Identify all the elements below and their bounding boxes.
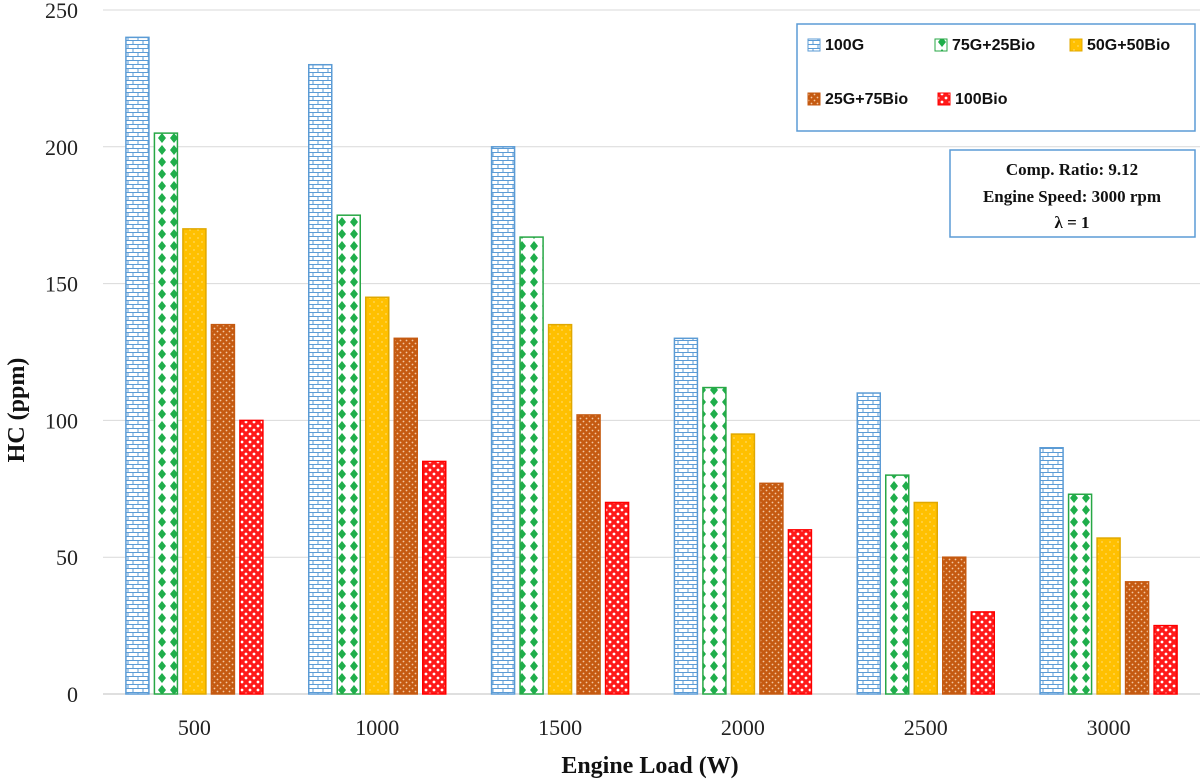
bar-100Bio-500 bbox=[239, 419, 264, 695]
y-tick-label: 150 bbox=[45, 272, 78, 297]
bar-25G+75Bio-3000 bbox=[1124, 581, 1150, 695]
legend-swatch-100Bio bbox=[937, 92, 951, 106]
y-tick-label: 0 bbox=[67, 682, 78, 707]
x-axis-title: Engine Load (W) bbox=[561, 753, 738, 779]
x-tick-label: 1500 bbox=[538, 715, 582, 740]
x-tick-label: 500 bbox=[178, 715, 211, 740]
bar-100G-1500 bbox=[490, 146, 516, 695]
bar-100Bio-3000 bbox=[1153, 624, 1178, 695]
bar-100Bio-1500 bbox=[604, 501, 630, 695]
legend-label-50G+50Bio: 50G+50Bio bbox=[1087, 37, 1170, 54]
bar-75G+25Bio-500 bbox=[153, 132, 179, 695]
bar-75G+25Bio-2500 bbox=[885, 474, 910, 695]
bar-25G+75Bio-2500 bbox=[942, 556, 967, 695]
bar-50G+50Bio-1500 bbox=[547, 323, 573, 695]
bar-75G+25Bio-1000 bbox=[336, 214, 361, 695]
bar-50G+50Bio-2500 bbox=[913, 501, 938, 695]
bar-100Bio-2000 bbox=[787, 529, 813, 695]
bar-50G+50Bio-3000 bbox=[1096, 537, 1121, 695]
x-tick-label: 3000 bbox=[1087, 715, 1131, 740]
bars bbox=[125, 36, 1178, 695]
y-tick-label: 50 bbox=[56, 545, 78, 570]
gridlines bbox=[103, 9, 1200, 695]
legend-swatch-100G bbox=[807, 38, 821, 52]
bar-25G+75Bio-2000 bbox=[759, 482, 784, 695]
y-tick-label: 250 bbox=[45, 0, 78, 23]
legend-swatch-75G+25Bio bbox=[934, 38, 948, 52]
legend-label-100Bio: 100Bio bbox=[955, 91, 1008, 108]
legend-frame bbox=[796, 23, 1196, 132]
legend: 100G 75G+25Bio 50G+50Bio 25G+75Bio 100Bio bbox=[796, 23, 1196, 132]
bar-25G+75Bio-500 bbox=[210, 323, 236, 695]
bar-100G-1000 bbox=[308, 63, 333, 695]
x-tick-label: 2000 bbox=[721, 715, 765, 740]
bar-50G+50Bio-1000 bbox=[365, 296, 390, 695]
bar-100G-2500 bbox=[856, 392, 881, 695]
legend-label-100G: 100G bbox=[825, 37, 864, 54]
note-lambda: λ = 1 bbox=[1054, 213, 1089, 232]
note-comp-ratio: Comp. Ratio: 9.12 bbox=[1006, 160, 1138, 179]
bar-100Bio-1000 bbox=[422, 460, 447, 695]
bar-75G+25Bio-2000 bbox=[702, 386, 727, 695]
x-tick-label: 1000 bbox=[355, 715, 399, 740]
note-engine-speed: Engine Speed: 3000 rpm bbox=[983, 187, 1161, 206]
bar-50G+50Bio-2000 bbox=[730, 433, 756, 695]
x-tick-label: 2500 bbox=[904, 715, 948, 740]
conditions-note: Comp. Ratio: 9.12 Engine Speed: 3000 rpm… bbox=[949, 149, 1196, 238]
x-tick-labels: 500 1000 1500 2000 2500 3000 bbox=[178, 715, 1131, 740]
bar-100G-2000 bbox=[673, 337, 699, 695]
y-axis-title: HC (ppm) bbox=[4, 358, 30, 463]
bar-100Bio-2500 bbox=[970, 611, 995, 695]
bar-75G+25Bio-3000 bbox=[1067, 493, 1093, 695]
y-tick-label: 200 bbox=[45, 135, 78, 160]
y-tick-label: 100 bbox=[45, 408, 78, 433]
bar-100G-3000 bbox=[1039, 447, 1064, 695]
bar-25G+75Bio-1000 bbox=[393, 337, 418, 695]
conditions-frame bbox=[949, 149, 1196, 238]
bar-100G-500 bbox=[125, 36, 150, 695]
legend-label-25G+75Bio: 25G+75Bio bbox=[825, 91, 908, 108]
bar-50G+50Bio-500 bbox=[182, 228, 207, 695]
bar-25G+75Bio-1500 bbox=[576, 414, 601, 695]
bar-75G+25Bio-1500 bbox=[519, 236, 544, 695]
legend-swatch-25G+75Bio bbox=[807, 92, 821, 106]
legend-label-75G+25Bio: 75G+25Bio bbox=[952, 37, 1035, 54]
legend-swatch-50G+50Bio bbox=[1069, 38, 1083, 52]
y-tick-labels: 0 50 100 150 200 250 bbox=[45, 0, 78, 707]
